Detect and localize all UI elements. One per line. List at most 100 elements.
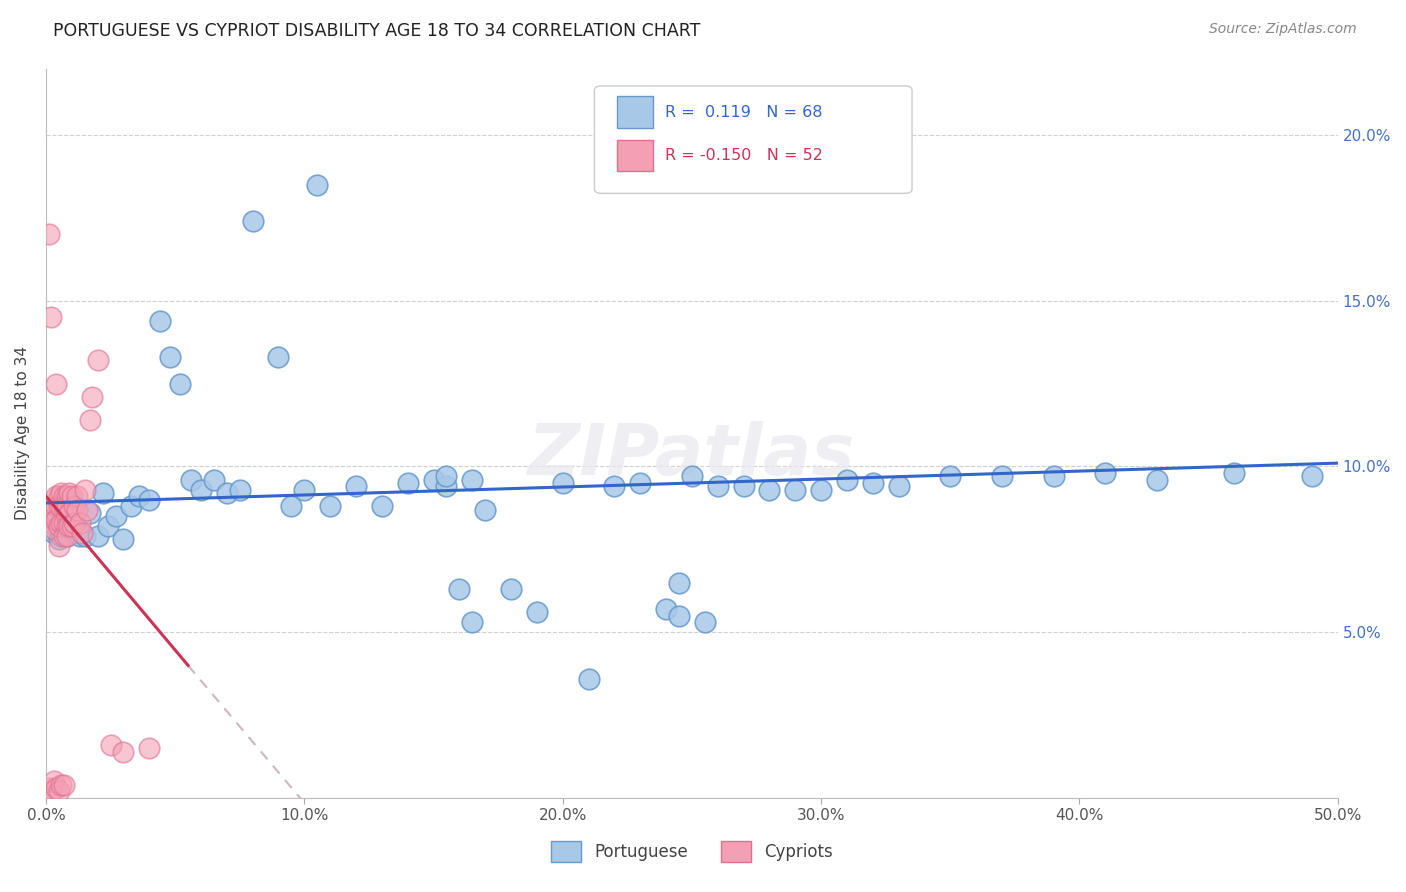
Point: [292, 483, 315, 497]
Point: [693, 615, 716, 630]
Point: [551, 476, 574, 491]
Point: [862, 476, 884, 491]
Point: [53, 516, 76, 530]
Point: [69, 516, 91, 530]
Point: [190, 483, 212, 497]
Point: [79, 413, 101, 427]
Point: [344, 479, 367, 493]
Point: [280, 500, 302, 514]
Point: [100, 738, 122, 752]
Point: [39, 784, 62, 798]
Point: [51, 486, 73, 500]
Point: [307, 178, 329, 192]
Point: [422, 473, 444, 487]
Point: [39, 516, 62, 530]
Point: [51, 516, 73, 530]
Point: [706, 479, 728, 493]
Point: [48, 533, 70, 547]
Point: [82, 390, 104, 404]
Point: [42, 525, 65, 540]
Point: [48, 784, 70, 798]
Point: [63, 516, 86, 530]
Point: [38, 781, 60, 796]
Point: [138, 492, 160, 507]
Point: [60, 489, 83, 503]
Point: [655, 602, 678, 616]
Point: [215, 486, 238, 500]
Point: [461, 473, 484, 487]
Point: [887, 479, 910, 493]
Point: [1223, 466, 1246, 480]
Point: [149, 313, 172, 327]
Point: [69, 529, 91, 543]
Point: [267, 350, 290, 364]
Point: [499, 582, 522, 596]
Point: [42, 512, 65, 526]
Point: [70, 525, 93, 540]
Point: [53, 529, 76, 543]
Point: [1146, 473, 1168, 487]
Point: [97, 519, 120, 533]
Point: [526, 606, 548, 620]
Point: [42, 523, 65, 537]
Point: [45, 489, 67, 503]
Point: [319, 500, 342, 514]
Point: [58, 519, 80, 533]
Point: [51, 500, 73, 514]
Text: ZIPatlas: ZIPatlas: [529, 421, 856, 490]
Point: [58, 506, 80, 520]
Point: [1094, 466, 1116, 480]
Point: [733, 479, 755, 493]
Point: [79, 506, 101, 520]
Point: [1301, 469, 1323, 483]
Point: [48, 489, 70, 503]
Point: [436, 469, 458, 483]
Point: [66, 489, 89, 503]
Y-axis label: Disability Age 18 to 34: Disability Age 18 to 34: [15, 346, 30, 520]
Point: [229, 483, 252, 497]
Point: [138, 741, 160, 756]
Point: [112, 533, 135, 547]
Point: [51, 778, 73, 792]
Point: [371, 500, 394, 514]
Text: Source: ZipAtlas.com: Source: ZipAtlas.com: [1209, 22, 1357, 37]
Text: R =  0.119   N = 68: R = 0.119 N = 68: [665, 104, 823, 120]
Point: [55, 509, 77, 524]
Point: [42, 774, 65, 789]
Point: [73, 483, 96, 497]
Point: [242, 214, 264, 228]
Point: [45, 500, 67, 514]
Point: [628, 476, 651, 491]
Point: [202, 473, 225, 487]
Point: [1042, 469, 1064, 483]
Point: [180, 473, 202, 487]
Legend: Portuguese, Cypriots: Portuguese, Cypriots: [543, 833, 841, 870]
Point: [461, 615, 484, 630]
Point: [785, 483, 807, 497]
Point: [76, 502, 98, 516]
Point: [55, 519, 77, 533]
Point: [668, 608, 690, 623]
Text: R = -0.150   N = 52: R = -0.150 N = 52: [665, 148, 823, 163]
Text: PORTUGUESE VS CYPRIOT DISABILITY AGE 18 TO 34 CORRELATION CHART: PORTUGUESE VS CYPRIOT DISABILITY AGE 18 …: [53, 22, 700, 40]
Point: [45, 376, 67, 391]
Point: [159, 350, 181, 364]
Point: [45, 781, 67, 796]
Point: [38, 227, 60, 242]
Point: [128, 489, 150, 503]
Point: [53, 500, 76, 514]
Point: [66, 502, 89, 516]
Point: [86, 353, 108, 368]
Point: [53, 489, 76, 503]
Point: [603, 479, 626, 493]
Point: [169, 376, 191, 391]
Point: [810, 483, 832, 497]
Point: [63, 500, 86, 514]
Point: [58, 486, 80, 500]
Point: [396, 476, 419, 491]
Point: [991, 469, 1014, 483]
Point: [91, 486, 114, 500]
Point: [63, 516, 86, 530]
Point: [48, 519, 70, 533]
Point: [60, 519, 83, 533]
